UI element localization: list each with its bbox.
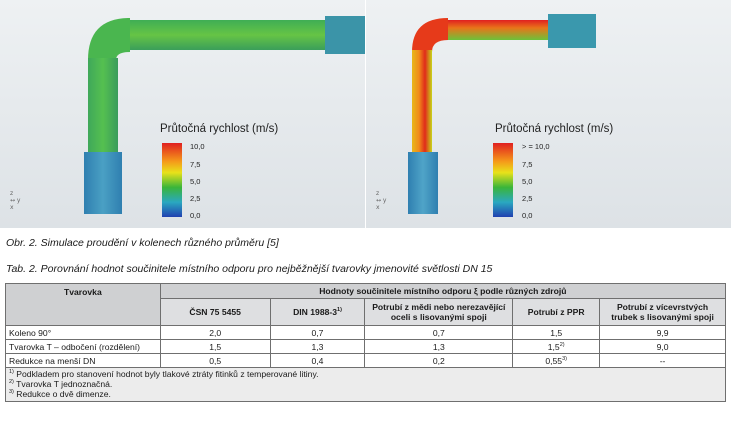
right-vertical-pipe: [412, 50, 432, 154]
table-notes: 1) Podkladem pro stanovení hodnot byly t…: [5, 367, 726, 402]
table-row: Redukce na menší DN 0,5 0,4 0,2 0,553) -…: [5, 353, 726, 368]
left-vertical-pipe: [88, 58, 118, 153]
simulation-panel-left: Průtočná rychlost (m/s) 10,0 7,5 5,0 2,5…: [0, 0, 365, 228]
simulation-figure: Průtočná rychlost (m/s) 10,0 7,5 5,0 2,5…: [0, 0, 731, 228]
legend-tick: 2,5: [522, 194, 533, 203]
header-column: Potrubí z mědi nebo nerezavějící oceli s…: [364, 298, 514, 326]
left-horizontal-pipe: [130, 20, 325, 50]
flow-simulation-right: [408, 14, 596, 214]
axes-icon: z ↔ y x: [10, 190, 21, 211]
table-cell: 1,5: [512, 325, 601, 340]
color-scale-bar: [162, 143, 182, 217]
table-caption: Tab. 2. Porovnání hodnot součinitele mís…: [6, 263, 493, 275]
legend-tick: 7,5: [190, 160, 201, 169]
right-horizontal-pipe: [448, 20, 548, 40]
axis-label: ↔ y: [376, 197, 387, 204]
right-inlet-pipe: [408, 152, 438, 214]
header-column: ČSN 75 5455: [159, 298, 271, 326]
table-cell: 1,52): [512, 339, 601, 354]
legend-tick: 5,0: [522, 177, 533, 186]
footnote: 2) Tvarovka T jednoznačná.: [9, 379, 113, 389]
left-inlet-pipe: [84, 152, 122, 214]
left-outlet-pipe: [325, 16, 365, 54]
right-outlet-pipe: [548, 14, 596, 48]
legend-tick: 10,0: [190, 142, 205, 151]
axis-label: z: [376, 190, 380, 197]
axis-label: ↔ y: [10, 197, 21, 204]
axes-icon: z ↔ y x: [376, 190, 387, 211]
table-cell: 0,7: [269, 325, 366, 340]
axis-label: z: [10, 190, 14, 197]
table-header-row: Tvarovka Hodnoty součinitele místního od…: [5, 283, 727, 326]
table-cell: 0,5: [159, 353, 271, 368]
table-cell: 2,0: [159, 325, 271, 340]
color-scale-bar: [493, 143, 513, 217]
footnote: 3) Redukce o dvě dimenze.: [9, 389, 111, 399]
header-column: Potrubí z PPR: [512, 298, 601, 326]
row-label: Koleno 90°: [5, 325, 161, 340]
footnote: 1) Podkladem pro stanovení hodnot byly t…: [9, 369, 319, 379]
axis-label: x: [376, 204, 380, 211]
table-cell: 1,5: [159, 339, 271, 354]
right-elbow: [412, 18, 448, 52]
table-subheader-row: ČSN 75 5455 DIN 1988-31) Potrubí z mědi …: [6, 298, 726, 326]
legend-tick: > = 10,0: [522, 142, 550, 151]
header-fitting: Tvarovka: [5, 283, 161, 326]
axis-label: x: [10, 204, 14, 211]
row-label: Redukce na menší DN: [5, 353, 161, 368]
table-cell: 0,2: [364, 353, 514, 368]
table-cell: --: [599, 353, 726, 368]
table-cell: 9,0: [599, 339, 726, 354]
table-row: Tvarovka T – odbočení (rozdělení) 1,5 1,…: [5, 339, 726, 354]
table-cell: 0,553): [512, 353, 601, 368]
table-cell: 1,3: [364, 339, 514, 354]
table-cell: 0,4: [269, 353, 366, 368]
header-column: Potrubí z vícevrstvých trubek s lisovaný…: [599, 298, 726, 326]
table-cell: 0,7: [364, 325, 514, 340]
row-label: Tvarovka T – odbočení (rozdělení): [5, 339, 161, 354]
resistance-table: Tvarovka Hodnoty součinitele místního od…: [5, 283, 727, 402]
legend-tick: 7,5: [522, 160, 533, 169]
simulation-panel-right: Průtočná rychlost (m/s) > = 10,0 7,5 5,0…: [366, 0, 731, 228]
table-row: Koleno 90° 2,0 0,7 0,7 1,5 9,9: [5, 325, 726, 340]
header-column: DIN 1988-31): [269, 298, 366, 326]
legend-title: Průtočná rychlost (m/s): [495, 123, 614, 135]
legend-tick: 2,5: [190, 194, 201, 203]
header-group: Hodnoty součinitele místního odporu ξ po…: [159, 283, 727, 299]
figure-caption: Obr. 2. Simulace proudění v kolenech růz…: [6, 237, 279, 249]
table-notes-row: 1) Podkladem pro stanovení hodnot byly t…: [5, 367, 726, 402]
legend-tick: 0,0: [522, 211, 533, 220]
legend-tick: 0,0: [190, 211, 201, 220]
left-elbow: [88, 18, 130, 60]
legend-title: Průtočná rychlost (m/s): [160, 123, 279, 135]
flow-simulation-left: [84, 16, 365, 214]
legend-tick: 5,0: [190, 177, 201, 186]
table-cell: 9,9: [599, 325, 726, 340]
table-cell: 1,3: [269, 339, 366, 354]
